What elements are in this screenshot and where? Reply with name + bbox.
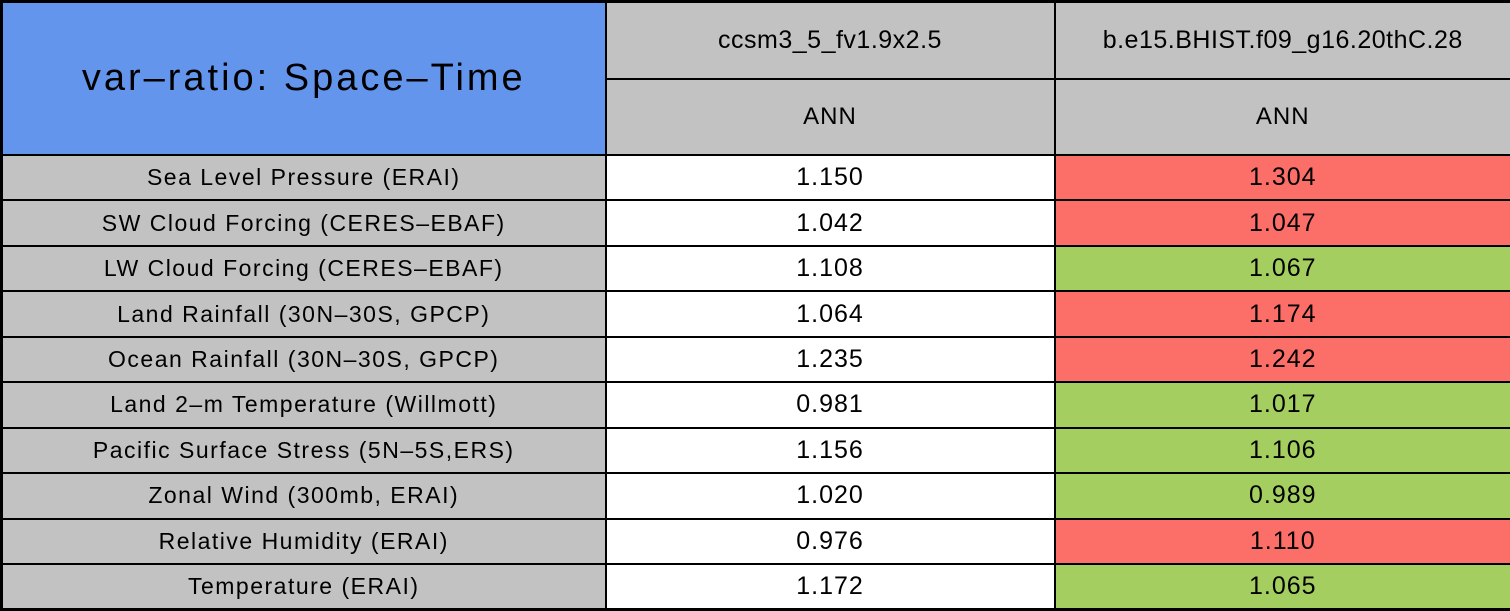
value-model-2: 1.065 <box>1053 562 1510 611</box>
value-model-1: 1.064 <box>604 290 1056 338</box>
table-row: Land Rainfall (30N–30S, GPCP) 1.064 1.17… <box>0 290 1510 338</box>
value-model-1: 0.976 <box>604 517 1056 565</box>
value-model-1: 1.020 <box>604 472 1056 520</box>
table-row: Relative Humidity (ERAI) 0.976 1.110 <box>0 517 1510 565</box>
table-row: SW Cloud Forcing (CERES–EBAF) 1.042 1.04… <box>0 199 1510 247</box>
variable-label: Land Rainfall (30N–30S, GPCP) <box>0 290 607 338</box>
table-row: Land 2–m Temperature (Willmott) 0.981 1.… <box>0 381 1510 429</box>
value-model-2: 1.174 <box>1053 290 1510 338</box>
table-row: Pacific Surface Stress (5N–5S,ERS) 1.156… <box>0 426 1510 475</box>
value-model-1: 1.108 <box>604 244 1056 293</box>
value-model-2: 0.989 <box>1053 472 1510 520</box>
variable-label: Relative Humidity (ERAI) <box>0 517 607 565</box>
season-label-model-2: ANN <box>1053 78 1510 156</box>
value-model-2: 1.067 <box>1053 244 1510 293</box>
variable-label: Sea Level Pressure (ERAI) <box>0 153 607 202</box>
value-model-2: 1.242 <box>1053 335 1510 384</box>
variable-label: LW Cloud Forcing (CERES–EBAF) <box>0 244 607 293</box>
table-row: Temperature (ERAI) 1.172 1.065 <box>0 562 1510 611</box>
table-row: Sea Level Pressure (ERAI) 1.150 1.304 <box>0 153 1510 202</box>
table-row: Ocean Rainfall (30N–30S, GPCP) 1.235 1.2… <box>0 335 1510 384</box>
value-model-2: 1.304 <box>1053 153 1510 202</box>
table-row: LW Cloud Forcing (CERES–EBAF) 1.108 1.06… <box>0 244 1510 293</box>
value-model-1: 0.981 <box>604 381 1056 429</box>
value-model-1: 1.156 <box>604 426 1056 475</box>
variable-label: Ocean Rainfall (30N–30S, GPCP) <box>0 335 607 384</box>
value-model-2: 1.017 <box>1053 381 1510 429</box>
variable-label: Zonal Wind (300mb, ERAI) <box>0 472 607 520</box>
value-model-1: 1.235 <box>604 335 1056 384</box>
table-row: Zonal Wind (300mb, ERAI) 1.020 0.989 <box>0 472 1510 520</box>
variable-label: Pacific Surface Stress (5N–5S,ERS) <box>0 426 607 475</box>
column-header-model-1: ccsm3_5_fv1.9x2.5 <box>604 0 1056 81</box>
variable-label: SW Cloud Forcing (CERES–EBAF) <box>0 199 607 247</box>
model-header-row: var–ratio: Space–Time ccsm3_5_fv1.9x2.5 … <box>0 0 1510 156</box>
value-model-1: 1.042 <box>604 199 1056 247</box>
variable-label: Land 2–m Temperature (Willmott) <box>0 381 607 429</box>
variable-label: Temperature (ERAI) <box>0 562 607 611</box>
value-model-2: 1.106 <box>1053 426 1510 475</box>
value-model-2: 1.047 <box>1053 199 1510 247</box>
season-header-row: ANN ANN <box>2 78 1510 156</box>
season-label-model-1: ANN <box>604 78 1056 156</box>
column-header-model-2: b.e15.BHIST.f09_g16.20thC.28 <box>1053 0 1510 81</box>
value-model-2: 1.110 <box>1053 517 1510 565</box>
value-model-1: 1.172 <box>604 562 1056 611</box>
value-model-1: 1.150 <box>604 153 1056 202</box>
table-title: var–ratio: Space–Time <box>0 0 607 156</box>
